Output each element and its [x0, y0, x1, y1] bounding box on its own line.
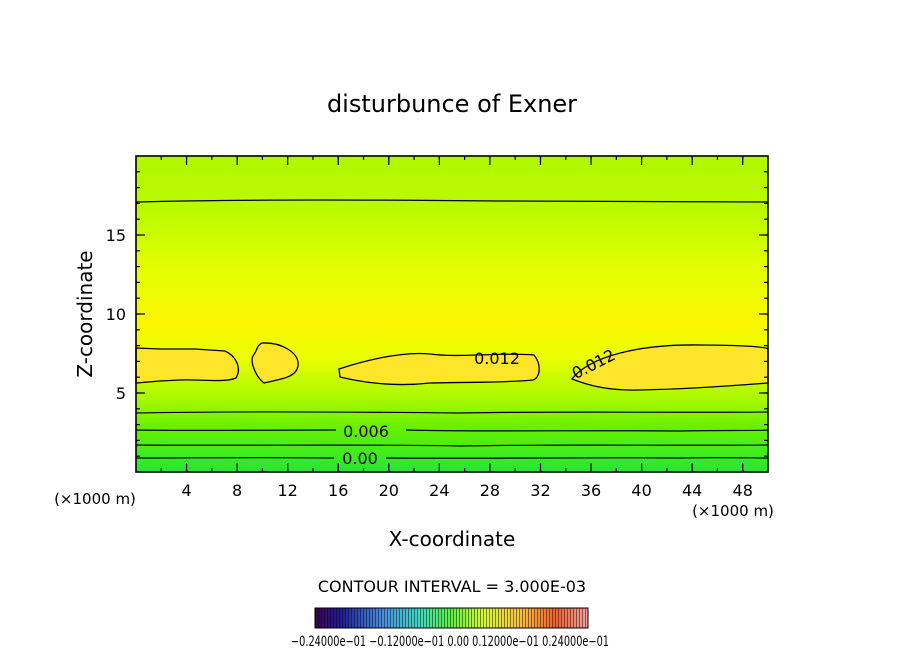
contour-line-0.00	[135, 456, 769, 459]
y-tick-label: 5	[116, 384, 126, 403]
contour-interval-text: CONTOUR INTERVAL = 3.000E-03	[318, 577, 586, 596]
x-axis-tick-labels: 4 8 12 16 20 24 28 32 36 40 44 48	[181, 481, 752, 500]
x-axis-title: X-coordinate	[389, 527, 516, 551]
x-tick-label: 16	[328, 481, 348, 500]
colorbar: −0.24000e−01 −0.12000e−01 0.00 0.12000e−…	[291, 607, 609, 650]
y-tick-label: 15	[106, 226, 126, 245]
x-tick-label: 12	[278, 481, 298, 500]
warm-cell-1	[135, 347, 240, 384]
y-axis-tick-labels: 5 10 15	[106, 226, 126, 403]
x-tick-label: 24	[429, 481, 449, 500]
contour-line-0.003	[135, 444, 769, 447]
x-tick-label: 36	[581, 481, 601, 500]
x-axis-ticks	[160, 156, 744, 472]
x-unit-label-right: (×1000 m)	[692, 502, 774, 520]
chart-title: disturbunce of Exner	[327, 90, 577, 118]
contour-line-0.006	[135, 429, 769, 432]
x-unit-label-left: (×1000 m)	[54, 490, 136, 508]
contour-line-0.009	[135, 411, 769, 414]
y-axis-ticks	[136, 171, 768, 457]
contour-line-upper	[135, 199, 769, 203]
x-tick-label: 32	[530, 481, 550, 500]
y-tick-label: 10	[106, 305, 126, 324]
colorbar-tick-labels: −0.24000e−01 −0.12000e−01 0.00 0.12000e−…	[291, 634, 609, 650]
x-tick-label: 4	[181, 481, 191, 500]
x-tick-label: 40	[631, 481, 651, 500]
colorbar-frame	[314, 607, 589, 629]
x-tick-label: 8	[232, 481, 242, 500]
x-tick-label: 44	[682, 481, 702, 500]
warm-cell-2	[251, 342, 299, 384]
contour-label: 0.00	[342, 449, 378, 468]
contour-label: 0.006	[343, 422, 389, 441]
plot-field	[136, 156, 768, 472]
colorbar-stripes	[315, 608, 588, 628]
contour-label: 0.012	[474, 349, 520, 368]
x-tick-label: 20	[379, 481, 399, 500]
x-tick-label: 48	[733, 481, 753, 500]
y-axis-title: Z-coordinate	[73, 250, 97, 377]
contour-lines	[135, 199, 769, 459]
x-tick-label: 28	[480, 481, 500, 500]
warm-cell-3	[338, 352, 540, 386]
